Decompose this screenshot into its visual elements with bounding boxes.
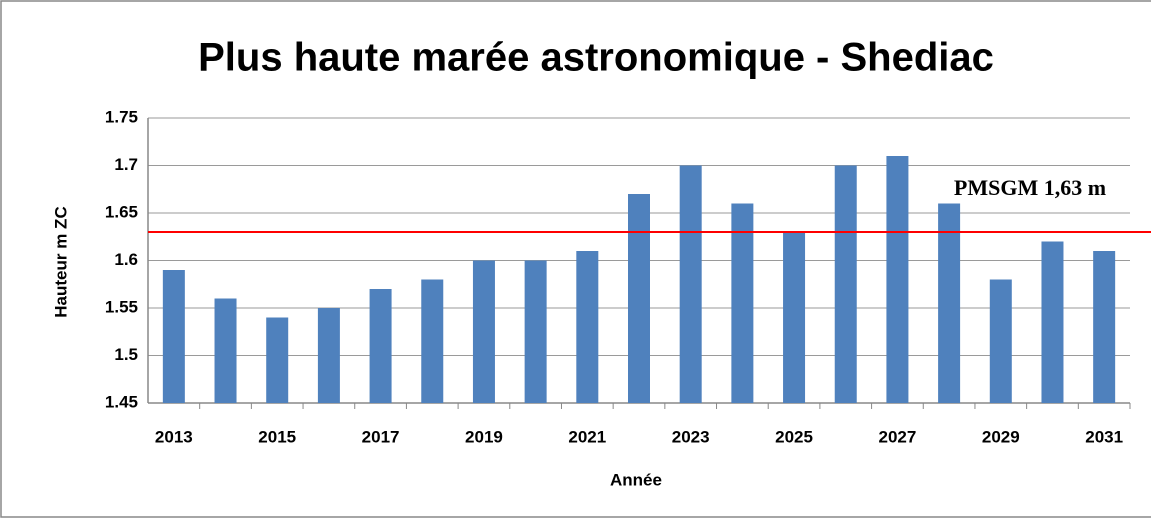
x-tick-label: 2013 (155, 427, 193, 446)
bar (989, 279, 1012, 403)
x-tick-label: 2025 (775, 427, 813, 446)
reference-label: PMSGM 1,63 m (954, 175, 1106, 200)
bar (1093, 251, 1116, 403)
y-tick-label: 1.65 (105, 202, 138, 221)
x-axis-label: Année (610, 470, 662, 489)
chart-title: Plus haute marée astronomique - Shediac (198, 36, 994, 80)
x-tick-label: 2015 (258, 427, 296, 446)
bar (214, 298, 237, 403)
bar (266, 317, 289, 403)
bar (628, 194, 650, 403)
bar (938, 203, 961, 403)
y-tick-label: 1.55 (105, 297, 138, 316)
x-tick-label: 2021 (568, 427, 606, 446)
bar (834, 165, 857, 403)
bar (731, 203, 754, 403)
bar (162, 270, 185, 403)
y-tick-label: 1.45 (105, 392, 138, 411)
x-tick-label: 2031 (1085, 427, 1123, 446)
bar (524, 260, 547, 403)
bar (421, 279, 444, 403)
bar (369, 289, 392, 403)
bar (886, 156, 909, 403)
y-tick-label: 1.75 (105, 107, 138, 126)
bar (576, 251, 599, 403)
bar (317, 308, 340, 403)
y-tick-label: 1.6 (114, 250, 138, 269)
x-tick-label: 2023 (672, 427, 710, 446)
y-tick-label: 1.5 (114, 345, 138, 364)
x-tick-label: 2029 (982, 427, 1020, 446)
x-tick-label: 2017 (362, 427, 400, 446)
x-tick-label: 2027 (879, 427, 917, 446)
bar (472, 260, 495, 403)
bar (1041, 241, 1064, 403)
y-axis-label: Hauteur m ZC (51, 206, 70, 317)
bar (679, 165, 702, 403)
y-tick-label: 1.7 (114, 155, 138, 174)
bar (783, 232, 806, 403)
x-tick-label: 2019 (465, 427, 503, 446)
